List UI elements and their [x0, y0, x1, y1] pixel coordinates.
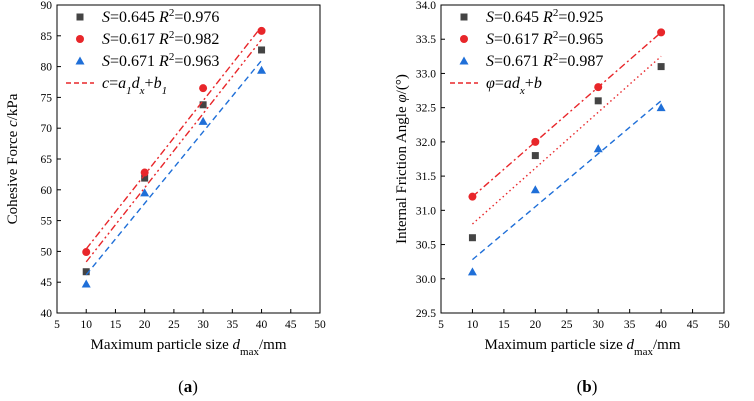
- data-point-s2: [199, 84, 208, 93]
- x-tick-label: 40: [256, 319, 268, 331]
- y-tick-label: 31.0: [416, 205, 436, 217]
- panel-b-chart: 5 10 15 20 25 30 35 40 45 50 29.5 30.0 30.5 31.0 31.5 3…: [394, 0, 730, 396]
- fit-line-2: [471, 31, 662, 198]
- legend-label-1: S=0.645 R2=0.976: [102, 7, 219, 26]
- y-tick-label: 50: [41, 246, 53, 258]
- data-point-s1: [141, 174, 149, 182]
- x-tick-label: 45: [285, 319, 297, 331]
- y-tick-label: 32.0: [416, 137, 436, 149]
- legend-marker-1: [76, 13, 84, 21]
- data-point-s1: [258, 46, 266, 54]
- x-tick-label: 15: [110, 319, 122, 331]
- x-tick-label: 20: [139, 319, 151, 331]
- x-tick-label: 15: [498, 319, 510, 331]
- y-tick-label: 80: [41, 62, 53, 74]
- y-tick-label: 85: [41, 31, 53, 43]
- data-point-s1: [468, 234, 476, 242]
- legend: S=0.645 R2=0.925 S=0.617 R2=0.965 S=0.671 …: [450, 7, 603, 97]
- data-point-s3: [530, 185, 540, 194]
- fit-line-2: [85, 26, 263, 250]
- data-point-s3: [140, 188, 150, 197]
- data-point-s2: [657, 28, 666, 37]
- y-tick-label: 45: [41, 277, 53, 289]
- x-tick-label: 30: [592, 319, 604, 331]
- legend-label-2: S=0.617 R2=0.982: [102, 29, 219, 48]
- legend: S=0.645 R2=0.976 S=0.617 R2=0.982 S=0.671 …: [66, 7, 219, 97]
- y-axis-label: Internal Friction Angle φ/(°): [394, 74, 410, 244]
- y-tick-label: 60: [41, 185, 53, 197]
- legend-marker-3: [459, 56, 469, 65]
- data-point-s3: [593, 144, 603, 153]
- x-tick-label: 45: [687, 319, 699, 331]
- data-point-s3: [81, 279, 91, 288]
- legend-label-1: S=0.645 R2=0.925: [486, 7, 603, 26]
- legend-label-3: S=0.671 R2=0.963: [102, 51, 219, 70]
- x-tick-label: 25: [561, 319, 573, 331]
- panel-label: (a): [178, 377, 198, 396]
- data-point-s2: [140, 168, 149, 177]
- x-tick-label: 50: [718, 319, 730, 331]
- fit-line-1: [471, 55, 662, 225]
- data-point-s1: [657, 63, 665, 71]
- x-tick-label: 20: [530, 319, 542, 331]
- y-tick-label: 40: [41, 308, 53, 320]
- legend-fit-equation: φ=adx+b: [486, 75, 542, 97]
- x-tick-label: 25: [168, 319, 180, 331]
- data-point-s2: [594, 83, 603, 92]
- legend-marker-2: [460, 35, 468, 43]
- panel-a-chart: 5 10 15 20 25 30 35 40 45 50 40 45 50 55 60 65 70 75 80 85 9…: [5, 0, 326, 396]
- legend-label-2: S=0.617 R2=0.965: [486, 29, 603, 48]
- x-tick-label: 5: [54, 319, 60, 331]
- y-tick-label: 75: [41, 92, 53, 104]
- x-tick-label: 10: [80, 319, 92, 331]
- data-point-s1: [199, 101, 207, 109]
- y-tick-label: 70: [41, 123, 53, 135]
- plot-frame: [56, 4, 321, 314]
- x-tick-label: 35: [227, 319, 239, 331]
- x-axis-label: Maximum particle size dmax/mm: [484, 337, 680, 358]
- y-tick-label: 31.5: [416, 171, 436, 183]
- legend-fit-equation: c=a1dx+b1: [102, 75, 167, 97]
- data-point-s2: [468, 192, 477, 201]
- x-tick-label: 30: [197, 319, 209, 331]
- y-tick-label: 55: [41, 216, 53, 228]
- panel-label: (b): [577, 377, 598, 396]
- data-point-s3: [198, 116, 208, 125]
- x-axis-label: Maximum particle size dmax/mm: [90, 337, 286, 358]
- y-axis-label: Cohesive Force c/kPa: [5, 93, 21, 224]
- fit-line-1: [85, 39, 263, 263]
- y-tick-label: 90: [41, 0, 53, 12]
- data-point-s1: [82, 268, 90, 276]
- y-tick-label: 34.0: [416, 0, 436, 12]
- data-point-s1: [594, 97, 602, 105]
- legend-marker-1: [460, 13, 468, 21]
- data-point-s3: [257, 65, 267, 74]
- y-tick-label: 33.5: [416, 34, 436, 46]
- x-tick-label: 10: [467, 319, 479, 331]
- x-tick-label: 5: [438, 319, 444, 331]
- y-tick-label: 32.5: [416, 103, 436, 115]
- plot-frame: [440, 4, 725, 314]
- y-tick-label: 30.5: [416, 240, 436, 252]
- legend-marker-2: [76, 35, 84, 43]
- y-tick-label: 29.5: [416, 308, 436, 320]
- data-point-s1: [531, 152, 539, 160]
- x-tick-label: 50: [314, 319, 326, 331]
- x-tick-label: 40: [655, 319, 667, 331]
- fit-line-3: [471, 100, 662, 261]
- data-point-s2: [82, 248, 91, 257]
- data-point-s2: [257, 26, 266, 35]
- y-tick-label: 33.0: [416, 68, 436, 80]
- legend-label-3: S=0.671 R2=0.987: [486, 51, 603, 70]
- data-point-s3: [467, 267, 477, 276]
- y-tick-label: 65: [41, 154, 53, 166]
- y-tick-label: 30.0: [416, 274, 436, 286]
- data-point-s2: [531, 137, 540, 146]
- x-tick-label: 35: [624, 319, 636, 331]
- data-point-s3: [656, 103, 666, 112]
- fit-line-3: [85, 59, 263, 276]
- legend-marker-3: [75, 56, 85, 65]
